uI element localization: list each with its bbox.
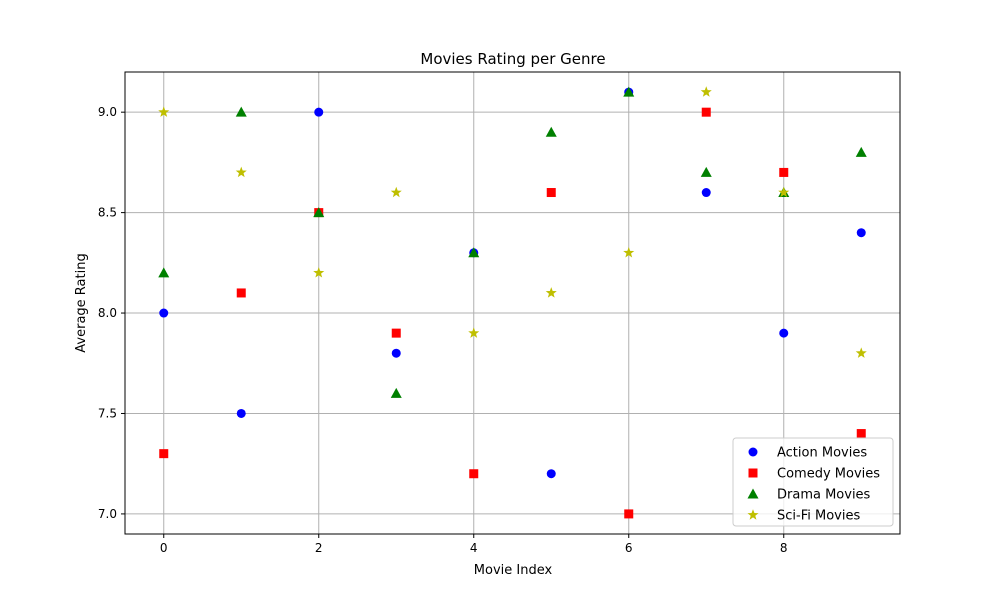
data-point — [237, 409, 246, 418]
axis-ticks: 0 2 4 6 8 7.0 7.5 8.0 8.5 9.0 — [98, 105, 788, 555]
data-point — [702, 108, 711, 117]
legend-marker — [749, 448, 758, 457]
data-point — [159, 449, 168, 458]
chart-title: Movies Rating per Genre — [420, 50, 605, 68]
data-point — [856, 347, 867, 357]
data-point — [237, 288, 246, 297]
y-tick-label: 7.5 — [98, 406, 117, 420]
legend-label: Sci-Fi Movies — [777, 509, 860, 524]
data-point — [857, 228, 866, 237]
data-point — [391, 187, 402, 197]
data-point — [236, 167, 247, 178]
legend: Action Movies Comedy Movies Drama Movies Sc… — [733, 438, 893, 526]
y-axis-label: Average Rating — [74, 253, 89, 352]
x-tick-label: 0 — [160, 541, 168, 555]
y-tick-label: 9.0 — [98, 105, 117, 119]
data-point — [857, 429, 866, 438]
data-point — [392, 349, 401, 358]
y-tick-label: 8.5 — [98, 206, 117, 220]
data-point — [159, 309, 168, 318]
data-point — [779, 329, 788, 338]
data-point — [314, 108, 323, 117]
data-point — [779, 168, 788, 177]
data-point — [391, 388, 402, 398]
legend-marker — [749, 469, 758, 478]
data-point — [546, 287, 557, 297]
data-point — [547, 469, 556, 478]
data-point — [158, 267, 169, 277]
data-point — [701, 167, 712, 177]
x-tick-label: 4 — [470, 541, 478, 555]
data-point — [856, 147, 867, 157]
legend-label: Comedy Movies — [777, 467, 880, 482]
data-point — [547, 188, 556, 197]
x-tick-label: 8 — [780, 541, 788, 555]
data-point — [392, 329, 401, 338]
data-point — [469, 469, 478, 478]
data-point — [546, 127, 557, 137]
y-tick-label: 8.0 — [98, 306, 117, 320]
data-point — [624, 509, 633, 518]
data-point — [701, 86, 712, 96]
x-tick-label: 2 — [315, 541, 323, 555]
series-sci-fi-movies — [158, 86, 867, 358]
y-tick-label: 7.0 — [98, 507, 117, 521]
series-drama-movies — [158, 87, 867, 398]
series-action-movies — [159, 88, 866, 479]
legend-label: Drama Movies — [777, 488, 871, 503]
data-point — [702, 188, 711, 197]
x-tick-label: 6 — [625, 541, 633, 555]
legend-label: Action Movies — [777, 446, 867, 461]
x-axis-label: Movie Index — [474, 563, 553, 578]
